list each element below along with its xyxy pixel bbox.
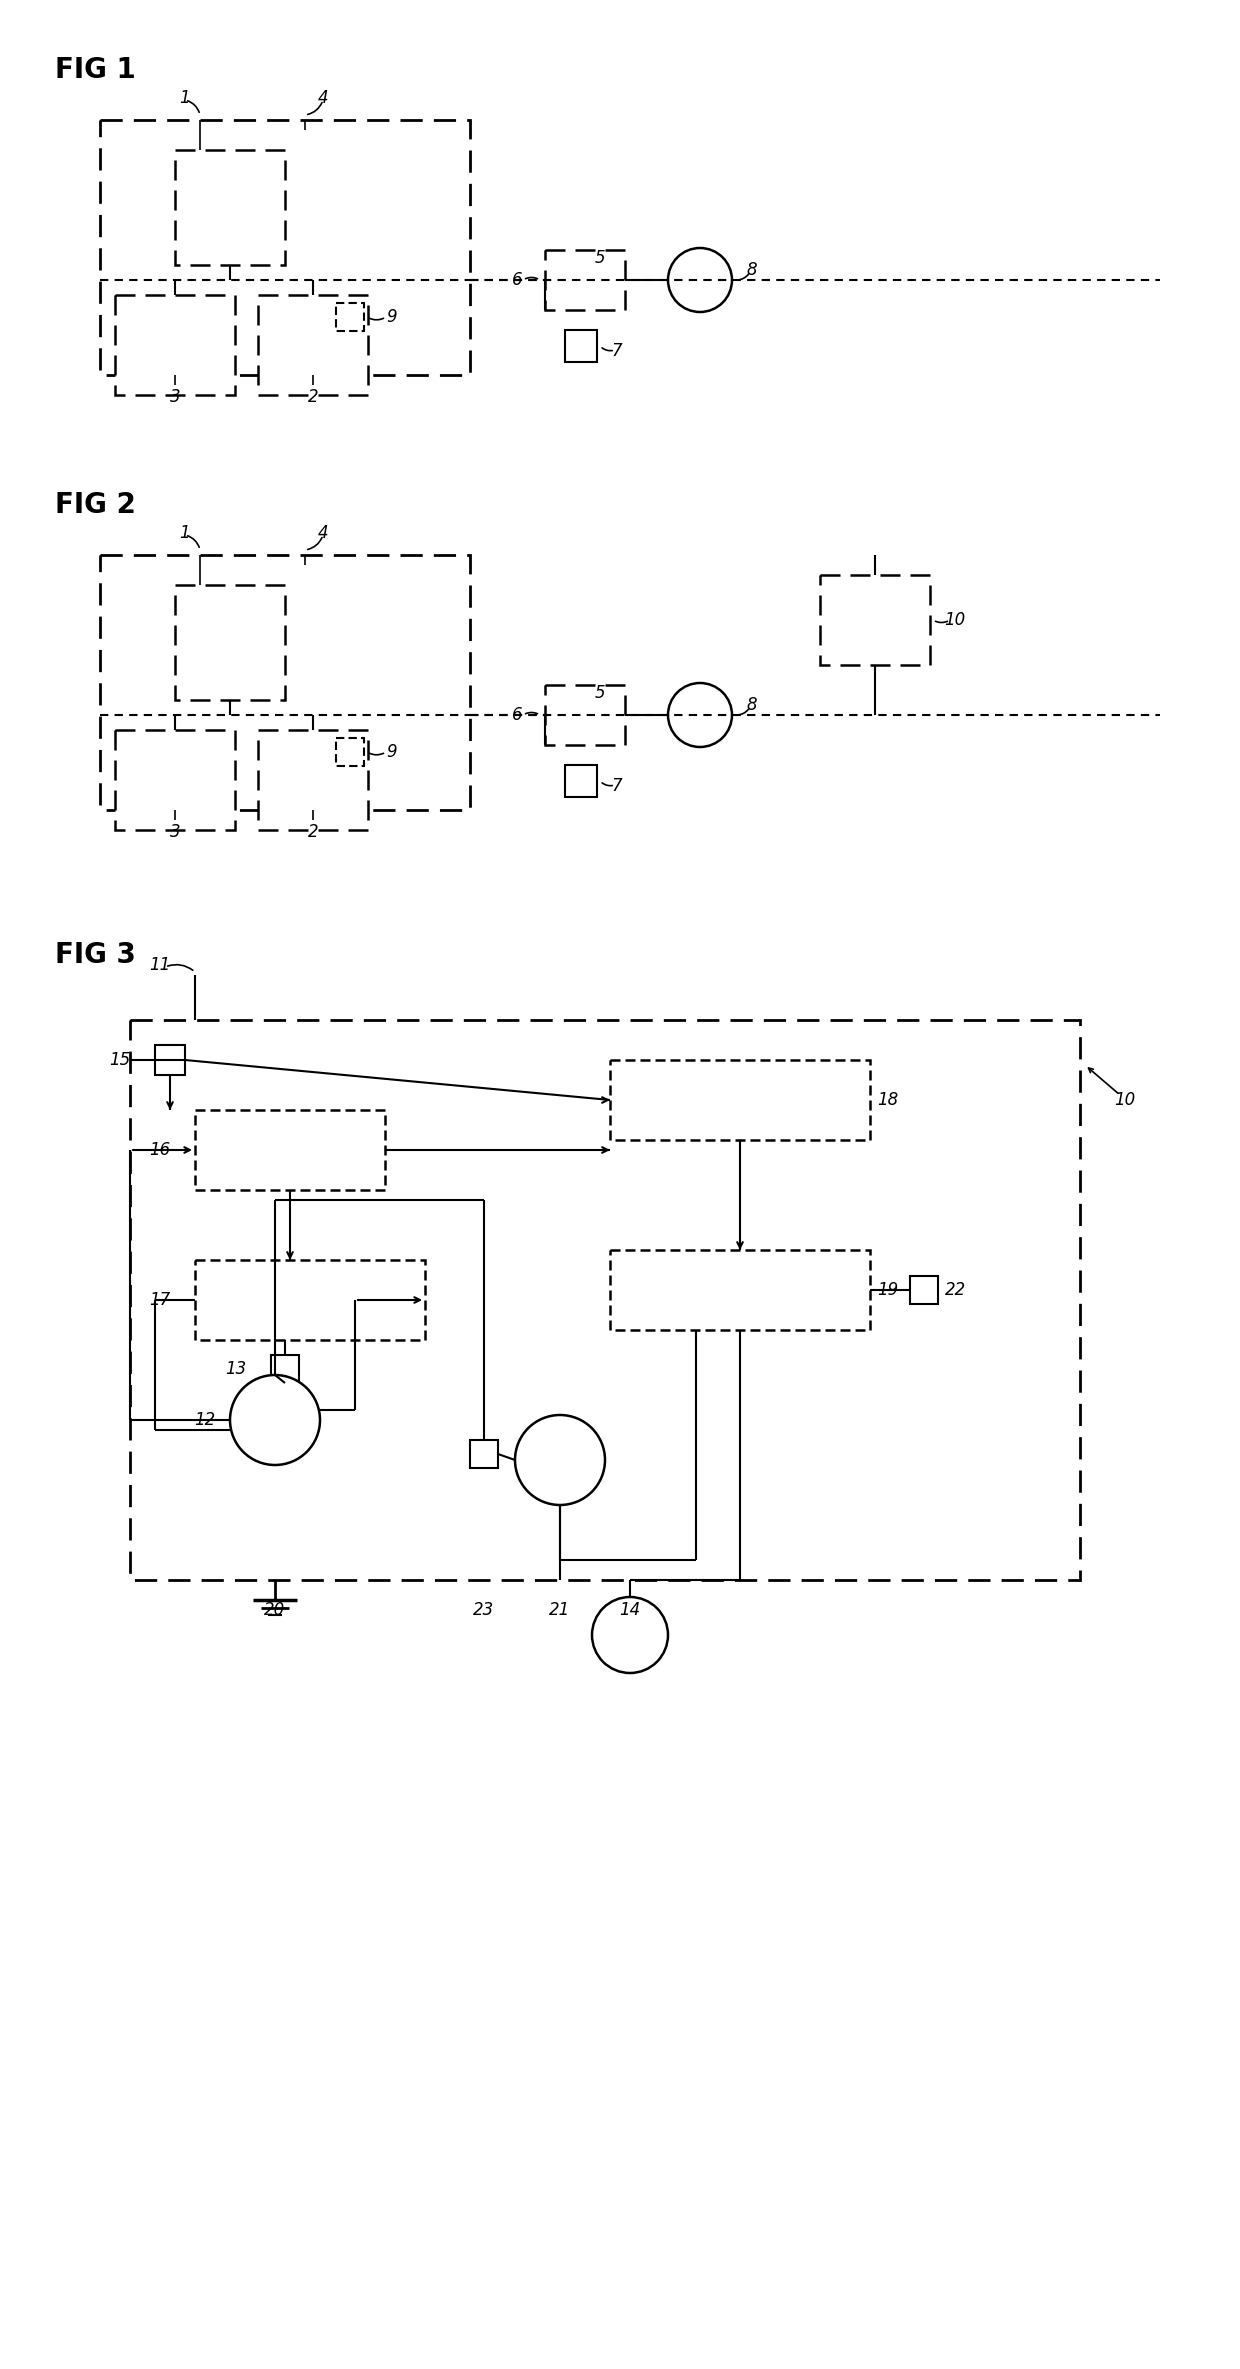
Bar (175, 585, 285, 699)
Bar (155, 1045, 185, 1076)
Text: 1: 1 (180, 90, 190, 107)
Text: 7: 7 (611, 777, 622, 796)
Bar (336, 739, 365, 765)
Text: 19: 19 (878, 1282, 899, 1298)
Text: 12: 12 (195, 1412, 216, 1429)
Circle shape (591, 1597, 668, 1673)
Text: 3: 3 (170, 389, 180, 405)
Text: 8: 8 (746, 696, 758, 713)
Bar (175, 149, 285, 265)
Bar (195, 1111, 384, 1189)
Text: 9: 9 (387, 744, 397, 760)
Bar (565, 329, 596, 362)
Bar (100, 121, 470, 374)
Bar (195, 1260, 425, 1341)
Bar (820, 576, 930, 666)
Bar (130, 1021, 1080, 1580)
Text: 2: 2 (308, 389, 319, 405)
Text: FIG 2: FIG 2 (55, 490, 136, 519)
Text: 22: 22 (945, 1282, 967, 1298)
Bar (610, 1251, 870, 1329)
Circle shape (515, 1414, 605, 1504)
Bar (258, 296, 368, 396)
Text: 11: 11 (149, 957, 171, 974)
Text: 7: 7 (611, 341, 622, 360)
Bar (336, 303, 365, 332)
Text: 9: 9 (387, 308, 397, 327)
Bar (565, 765, 596, 796)
Text: 21: 21 (549, 1601, 570, 1618)
Bar (470, 1440, 498, 1469)
Text: 13: 13 (226, 1360, 247, 1379)
Bar (258, 730, 368, 829)
Text: FIG 1: FIG 1 (55, 57, 135, 83)
Text: 23: 23 (474, 1601, 495, 1618)
Text: 14: 14 (619, 1601, 641, 1618)
Bar (272, 1355, 299, 1383)
Circle shape (668, 249, 732, 313)
Text: 6: 6 (512, 270, 522, 289)
Text: 3: 3 (170, 822, 180, 841)
Bar (610, 1059, 870, 1139)
Text: 20: 20 (264, 1601, 285, 1618)
Text: 15: 15 (109, 1052, 130, 1068)
Bar (910, 1277, 937, 1303)
Bar (115, 296, 236, 396)
Text: 4: 4 (317, 524, 329, 543)
Text: 5: 5 (595, 685, 605, 701)
Text: 18: 18 (878, 1092, 899, 1109)
Text: 8: 8 (746, 261, 758, 280)
Circle shape (229, 1374, 320, 1464)
Bar (546, 251, 625, 310)
Text: FIG 3: FIG 3 (55, 940, 136, 969)
Text: 2: 2 (308, 822, 319, 841)
Text: 5: 5 (595, 249, 605, 268)
Text: 6: 6 (512, 706, 522, 725)
Text: 16: 16 (149, 1142, 171, 1158)
Text: 17: 17 (149, 1291, 171, 1310)
Bar (115, 730, 236, 829)
Text: 10: 10 (1115, 1092, 1136, 1109)
Text: 4: 4 (317, 90, 329, 107)
Bar (100, 554, 470, 810)
Circle shape (668, 682, 732, 746)
Text: 10: 10 (945, 611, 966, 630)
Bar (546, 685, 625, 744)
Text: 1: 1 (180, 524, 190, 543)
